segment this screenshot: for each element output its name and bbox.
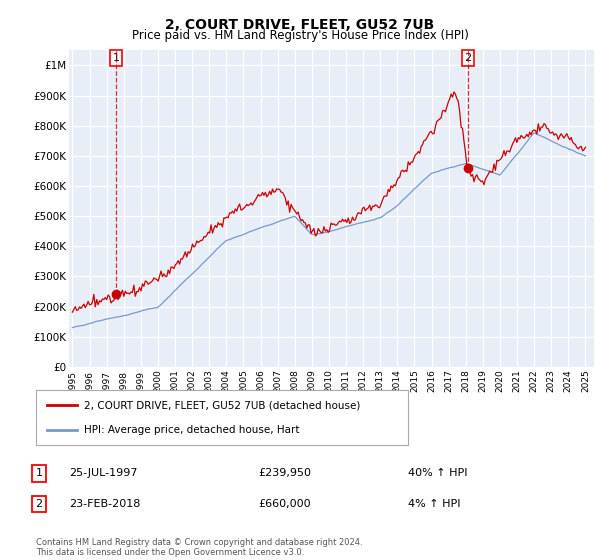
Text: 23-FEB-2018: 23-FEB-2018 bbox=[69, 499, 140, 509]
Text: £239,950: £239,950 bbox=[258, 468, 311, 478]
Text: 25-JUL-1997: 25-JUL-1997 bbox=[69, 468, 137, 478]
Text: 1: 1 bbox=[113, 53, 119, 63]
Text: 4% ↑ HPI: 4% ↑ HPI bbox=[408, 499, 461, 509]
Text: Contains HM Land Registry data © Crown copyright and database right 2024.
This d: Contains HM Land Registry data © Crown c… bbox=[36, 538, 362, 557]
Text: 2: 2 bbox=[464, 53, 472, 63]
Text: £660,000: £660,000 bbox=[258, 499, 311, 509]
Text: 2, COURT DRIVE, FLEET, GU52 7UB (detached house): 2, COURT DRIVE, FLEET, GU52 7UB (detache… bbox=[85, 400, 361, 410]
Text: 1: 1 bbox=[35, 468, 43, 478]
Text: Price paid vs. HM Land Registry's House Price Index (HPI): Price paid vs. HM Land Registry's House … bbox=[131, 29, 469, 42]
Text: 2: 2 bbox=[35, 499, 43, 509]
Text: HPI: Average price, detached house, Hart: HPI: Average price, detached house, Hart bbox=[85, 426, 300, 435]
Text: 40% ↑ HPI: 40% ↑ HPI bbox=[408, 468, 467, 478]
Text: 2, COURT DRIVE, FLEET, GU52 7UB: 2, COURT DRIVE, FLEET, GU52 7UB bbox=[166, 18, 434, 32]
